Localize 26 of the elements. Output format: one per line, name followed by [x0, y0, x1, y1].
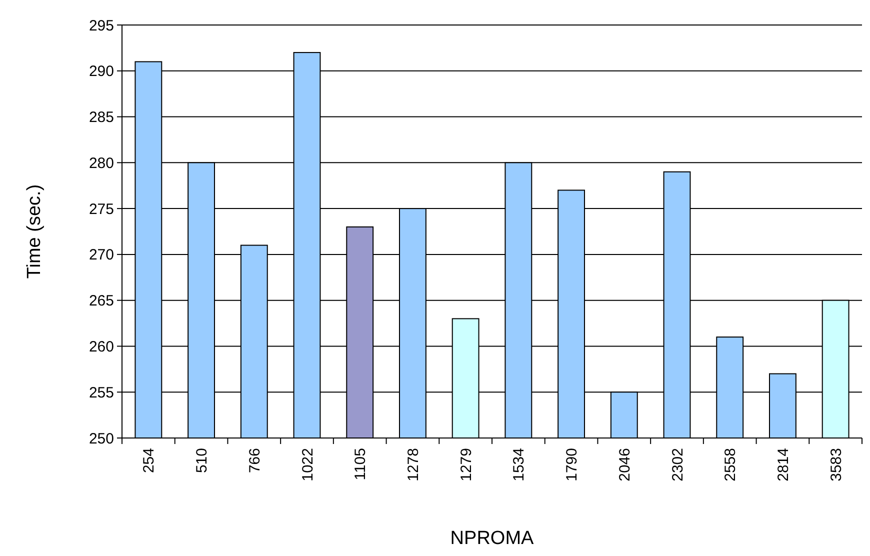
x-tick-label: 2558	[722, 448, 740, 482]
x-tick-label: 2814	[774, 448, 792, 482]
x-tick-label: 2046	[616, 448, 634, 482]
y-tick-label: 260	[88, 338, 114, 356]
y-tick-label: 275	[88, 200, 114, 218]
y-tick-label: 265	[88, 292, 114, 310]
x-tick-label: 254	[140, 448, 158, 474]
x-tick-label: 1022	[299, 448, 316, 482]
y-axis-title: Time (sec.)	[24, 184, 45, 279]
y-tick-label: 280	[88, 154, 114, 172]
y-tick-label: 285	[88, 109, 114, 126]
x-tick-label: 510	[194, 448, 211, 474]
x-axis-title: NPROMA	[450, 528, 534, 549]
x-tick-label: 3583	[828, 448, 845, 482]
x-tick-label: 1534	[510, 448, 528, 482]
x-tick-label: 1278	[404, 448, 422, 482]
y-tick-label: 255	[88, 384, 114, 402]
y-tick-label: 250	[88, 430, 114, 448]
y-tick-label: 295	[88, 17, 114, 34]
x-tick-label: 766	[246, 448, 264, 474]
x-tick-label: 2302	[669, 448, 686, 482]
y-tick-label: 270	[88, 246, 114, 264]
x-tick-label: 1279	[458, 448, 475, 482]
x-tick-label: 1105	[352, 448, 370, 480]
y-tick-label: 290	[88, 63, 114, 80]
x-tick-label: 1790	[564, 448, 581, 482]
